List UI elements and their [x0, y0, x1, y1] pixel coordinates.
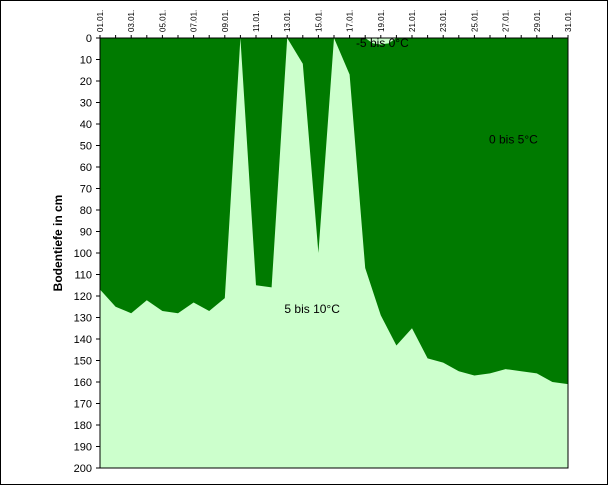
y-tick-label: 130 — [74, 313, 92, 325]
x-tick-label: 21.01. — [408, 10, 417, 32]
y-tick-label: 40 — [80, 119, 92, 131]
x-tick-label: 05.01. — [158, 10, 167, 32]
x-tick-label: 25.01. — [470, 10, 479, 32]
y-tick-label: 10 — [80, 55, 92, 67]
y-tick-label: 180 — [74, 420, 92, 432]
y-tick-label: 170 — [74, 399, 92, 411]
y-tick-label: 120 — [74, 291, 92, 303]
x-tick-label: 01.01. — [96, 10, 105, 32]
y-tick-label: 200 — [74, 463, 92, 475]
y-tick-label: 20 — [80, 76, 92, 88]
x-tick-label: 29.01. — [533, 10, 542, 32]
x-tick-label: 09.01. — [221, 10, 230, 32]
y-tick-label: 110 — [74, 270, 92, 282]
y-tick-label: 50 — [80, 141, 92, 153]
x-tick-label: 19.01. — [377, 10, 386, 32]
y-tick-label: 80 — [80, 205, 92, 217]
y-tick-label: 100 — [74, 248, 92, 260]
region-label-5-bis-10: 5 bis 10°C — [284, 302, 340, 316]
y-tick-label: 140 — [74, 334, 92, 346]
area-minus5-bis-0 — [365, 38, 397, 45]
y-tick-label: 190 — [74, 442, 92, 454]
y-axis-ticks: 0 10 20 30 40 50 60 70 80 90 100 110 120 130 140 150 160… — [74, 33, 100, 475]
region-label-0-bis-5: 0 bis 5°C — [489, 132, 538, 146]
x-tick-label: 11.01. — [252, 10, 261, 32]
area-0-bis-5 — [100, 38, 568, 385]
y-tick-label: 160 — [74, 377, 92, 389]
y-tick-label: 0 — [86, 33, 92, 45]
x-axis-ticks: 01.01. 03.01. 05.01. 07.01. 09.01. 11.01. 13.0… — [96, 10, 573, 38]
y-tick-label: 30 — [80, 98, 92, 110]
x-tick-label: 13.01. — [283, 10, 292, 32]
y-axis-title: Bodentiefe in cm — [51, 195, 65, 292]
x-tick-label: 03.01. — [127, 10, 136, 32]
x-tick-label: 17.01. — [346, 10, 355, 32]
y-tick-label: 70 — [80, 184, 92, 196]
x-tick-label: 23.01. — [439, 10, 448, 32]
x-tick-label: 07.01. — [190, 10, 199, 32]
x-tick-label: 27.01. — [502, 10, 511, 32]
region-label-minus5-bis-0: -5 bis 0°C — [356, 36, 409, 50]
y-tick-label: 60 — [80, 162, 92, 174]
y-tick-label: 90 — [80, 227, 92, 239]
y-tick-label: 150 — [74, 356, 92, 368]
x-tick-label: 31.01. — [564, 10, 573, 32]
x-tick-label: 15.01. — [314, 10, 323, 32]
